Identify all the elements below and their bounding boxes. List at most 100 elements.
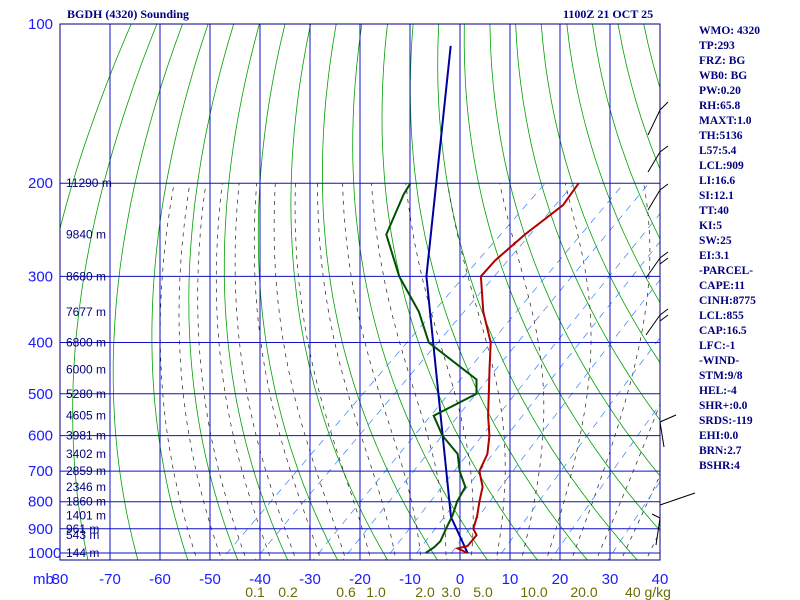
- moist-adiabat: [620, 474, 660, 560]
- mixing-ratio-label: 0.1: [245, 584, 265, 600]
- height-label: 3402 m: [66, 447, 106, 461]
- dry-adiabat: [112, 24, 183, 560]
- indices-panel: WMO: 4320 TP:293 FRZ: BG WB0: BG PW:0.20 RH:6…: [699, 24, 760, 474]
- wind-barb: [651, 513, 661, 519]
- dry-adiabat: [772, 24, 800, 564]
- index-item: WB0: BG: [699, 70, 748, 82]
- dry-adiabat: [437, 24, 638, 560]
- mixing-ratio-label: 0.6: [336, 584, 356, 600]
- dry-adiabat: [566, 24, 660, 304]
- plot-frame: [59, 23, 661, 561]
- temperature-tick-label: 10: [502, 571, 519, 588]
- mixing-ratio-label: 1.0: [366, 584, 386, 600]
- pressure-tick-label: 1000: [28, 545, 61, 562]
- dewpoint-trace: [385, 182, 478, 554]
- dry-adiabat: [381, 24, 538, 560]
- index-item: HEL:-4: [699, 385, 737, 397]
- moist-adiabat: [545, 183, 592, 560]
- moist-adiabat: [159, 183, 198, 560]
- index-item: KI:5: [699, 220, 722, 232]
- index-item: EHI:0.0: [699, 430, 739, 442]
- pressure-tick-label: 300: [28, 268, 53, 285]
- mixing-ratio-label: 40 g/kg: [625, 584, 671, 600]
- mixing-ratio-line: [384, 213, 660, 560]
- moist-adiabat: [197, 183, 247, 560]
- index-item: SW:25: [699, 235, 732, 247]
- temperature-tick-label: -30: [299, 571, 321, 588]
- index-item: -PARCEL-: [699, 265, 754, 277]
- pressure-tick-label: 500: [28, 386, 53, 403]
- index-item: BRN:2.7: [699, 445, 742, 457]
- index-item: LCL:855: [699, 310, 744, 322]
- moist-adiabat: [178, 183, 223, 560]
- dry-adiabat: [463, 24, 660, 532]
- index-item: SI:12.1: [699, 190, 734, 202]
- wind-barb: [659, 145, 669, 153]
- temperature-tick-label: -50: [199, 571, 221, 588]
- index-item: -WIND-: [699, 355, 740, 367]
- wind-barb: [647, 109, 661, 136]
- height-label: 144 m: [66, 546, 99, 560]
- index-item: LI:16.6: [699, 175, 736, 187]
- temperature-tick-label: 80: [52, 571, 69, 588]
- moist-adiabat: [342, 183, 422, 560]
- wind-barb: [659, 101, 669, 111]
- height-label: 1401 m: [66, 509, 106, 523]
- temperature-tick-label: 40: [652, 571, 669, 588]
- wind-barb: [659, 308, 669, 316]
- moist-adiabat: [273, 183, 347, 560]
- temperature-trace: [454, 182, 580, 554]
- height-label: 11290 m: [66, 176, 112, 190]
- wind-barb: [645, 257, 661, 279]
- height-label: 2859 m: [66, 464, 106, 478]
- temperature-tick-label: -70: [99, 571, 121, 588]
- mixing-ratio-label: 20.0: [570, 584, 597, 600]
- moist-adiabat: [371, 183, 447, 560]
- pressure-tick-label: 900: [28, 521, 53, 538]
- dry-adiabat: [540, 24, 660, 364]
- moist-adiabat: [317, 183, 397, 560]
- index-item: BSHR:4: [699, 460, 740, 472]
- index-item: PW:0.20: [699, 85, 741, 97]
- temperature-tick-label: 20: [552, 571, 569, 588]
- height-label: 2346 m: [66, 480, 106, 494]
- index-item: TH:5136: [699, 130, 743, 142]
- wind-barb: [659, 183, 669, 191]
- moist-adiabat: [447, 183, 506, 560]
- index-item: SHR+:0.0: [699, 400, 748, 412]
- height-label: 7677 m: [66, 305, 106, 319]
- wind-barb: [659, 251, 669, 259]
- parcel-trace: [425, 45, 469, 554]
- index-item: SRDS:-119: [699, 415, 753, 427]
- index-item: L57:5.4: [699, 145, 737, 157]
- temperature-tick-label: -10: [399, 571, 421, 588]
- dry-adiabat: [223, 24, 289, 560]
- height-label: 6000 m: [66, 363, 106, 377]
- index-item: MAXT:1.0: [699, 115, 752, 127]
- pressure-tick-label: 400: [28, 335, 53, 352]
- dry-adiabat: [151, 24, 209, 560]
- dry-adiabat: [515, 24, 660, 421]
- wind-barb: [647, 151, 661, 173]
- wind-barb: [647, 189, 661, 211]
- moist-adiabat: [595, 403, 660, 560]
- mixing-ratio-line: [410, 241, 660, 560]
- pressure-tick-label: 600: [28, 428, 53, 445]
- moist-adiabat: [234, 183, 297, 560]
- mixing-ratio-line: [550, 403, 660, 560]
- background-lines: [60, 24, 800, 564]
- mixing-ratio-line: [254, 182, 575, 560]
- index-item: CINH:8775: [699, 295, 756, 307]
- dry-adiabat: [321, 24, 438, 560]
- temperature-tick-label: 30: [602, 571, 619, 588]
- temperature-tick-label: 0: [456, 571, 464, 588]
- pressure-tick-label: 100: [28, 16, 53, 33]
- height-label: 543 m: [66, 528, 99, 542]
- index-item: LCL:909: [699, 160, 744, 172]
- height-label: 1860 m: [66, 495, 106, 509]
- dry-adiabat: [409, 24, 588, 560]
- temperature-tick-label: -60: [149, 571, 171, 588]
- dry-adiabat: [352, 24, 488, 560]
- dry-adiabat: [257, 24, 339, 560]
